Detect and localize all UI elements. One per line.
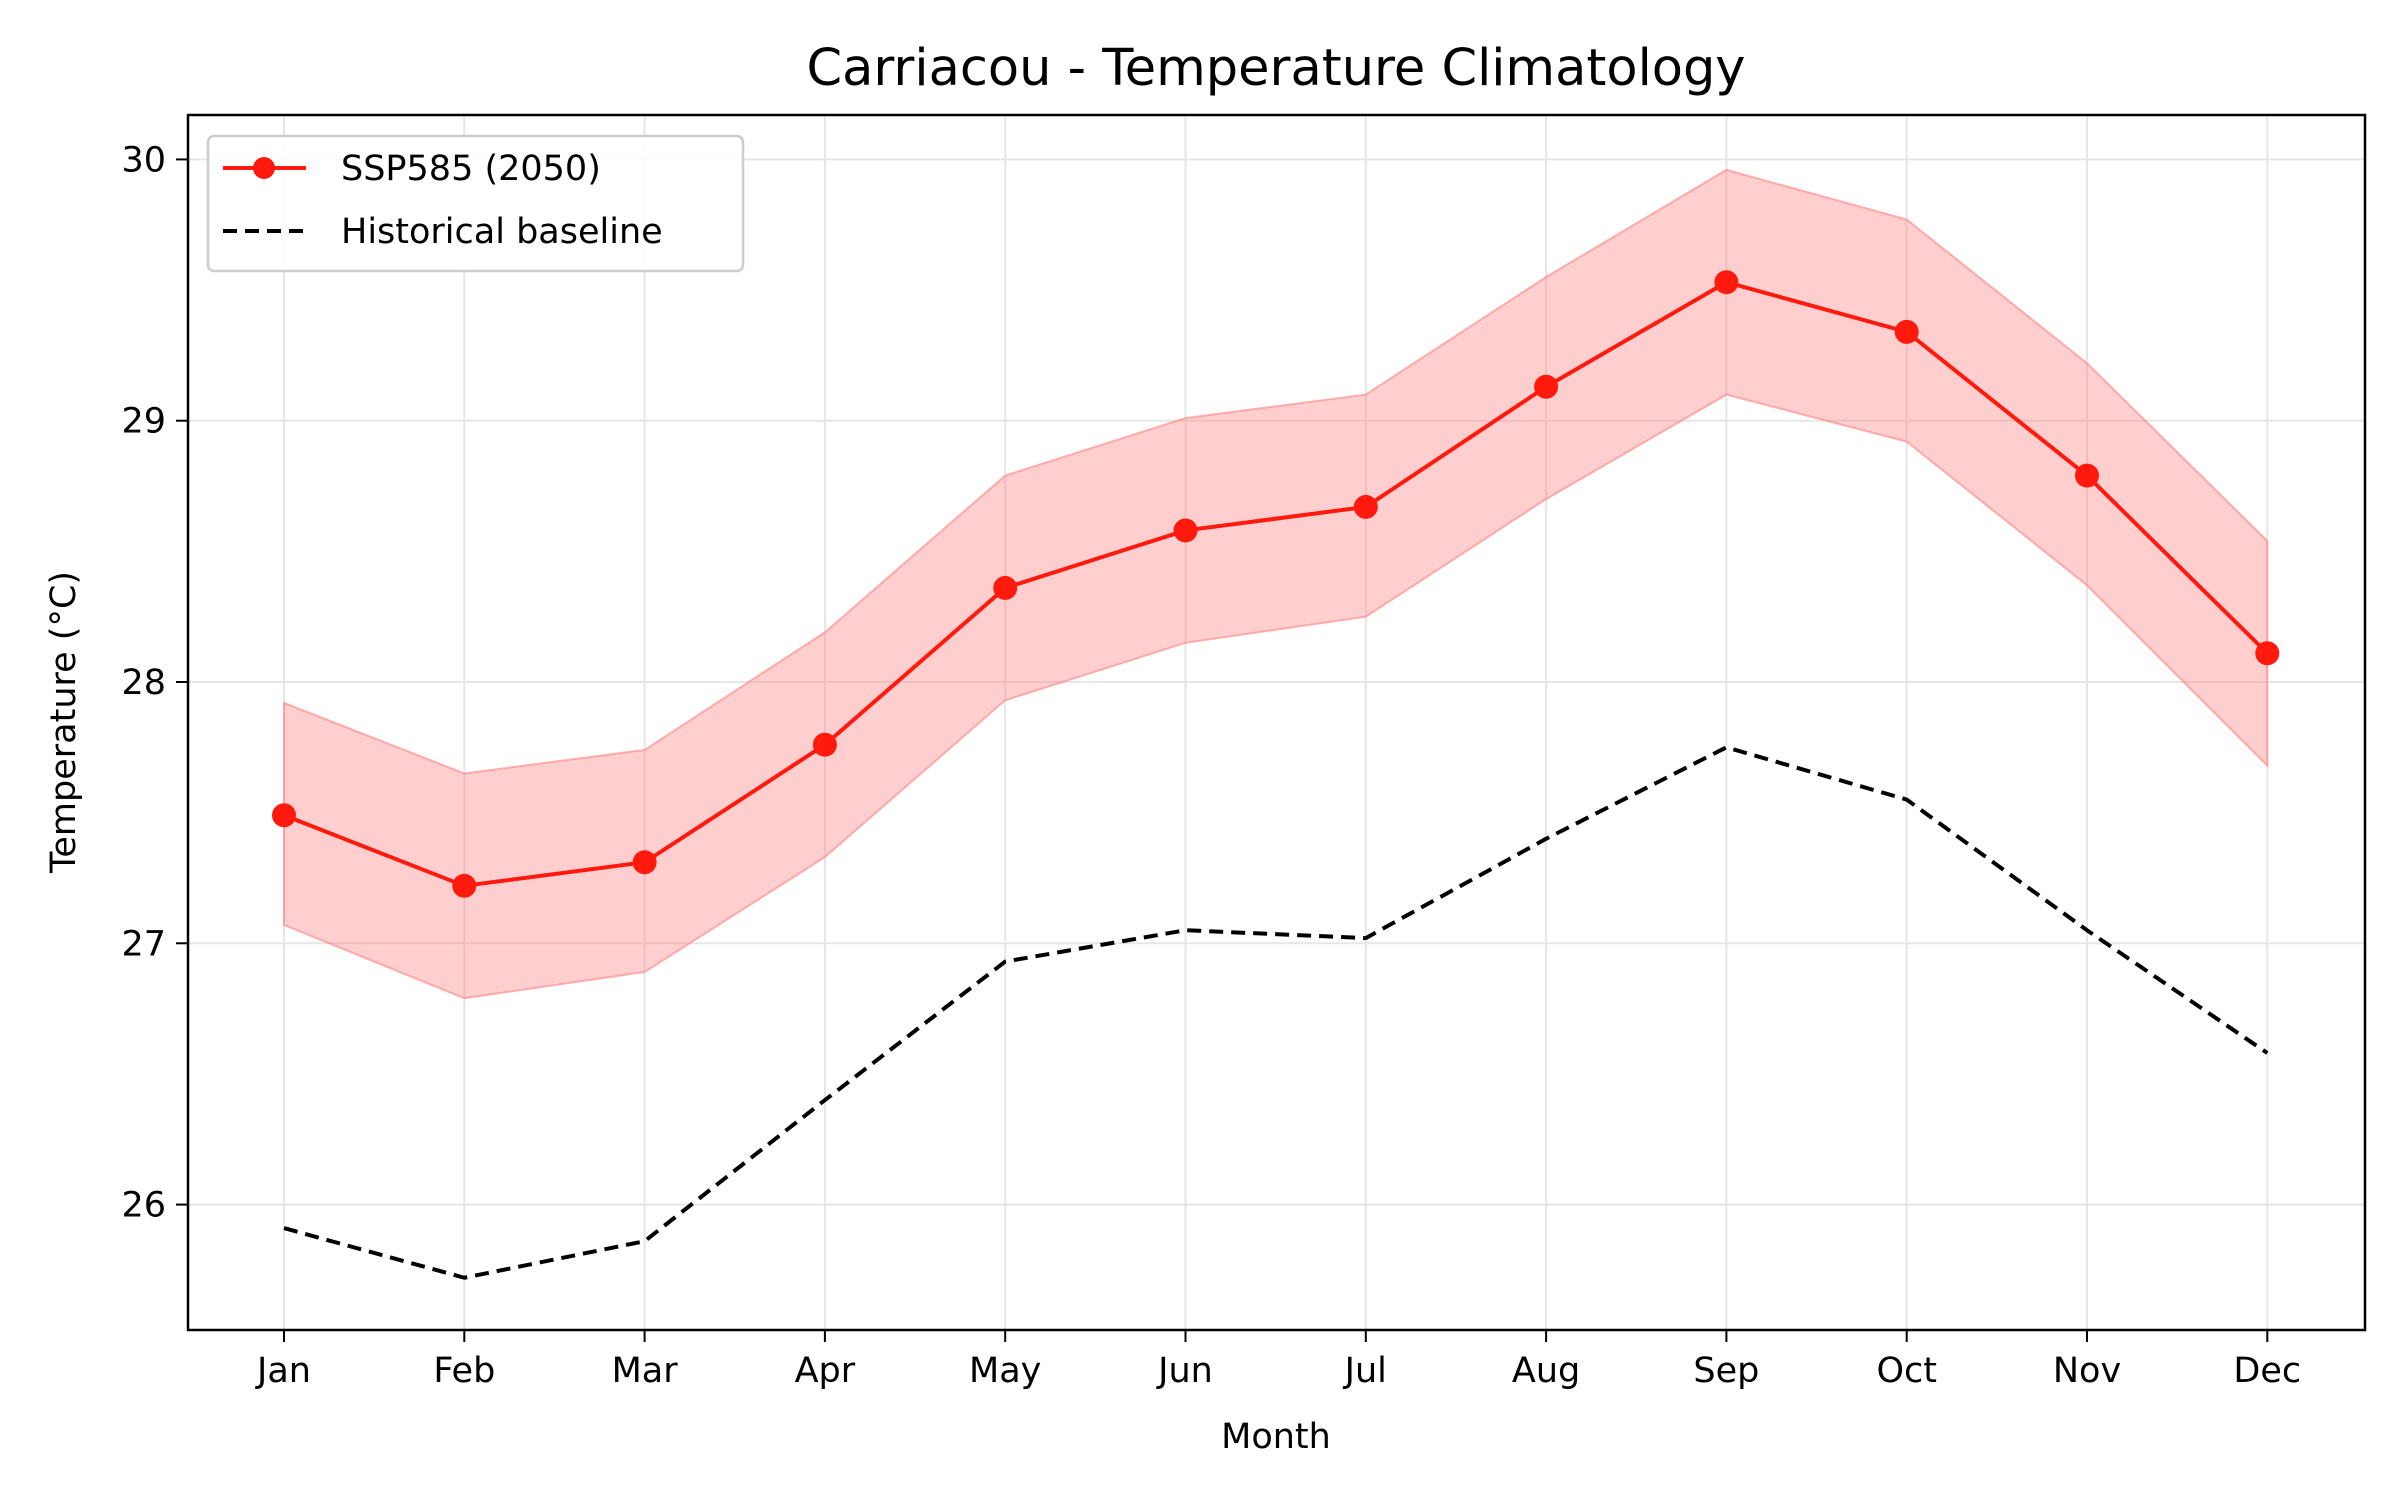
data-point-marker bbox=[1714, 270, 1739, 295]
legend-marker-ssp585 bbox=[253, 157, 275, 179]
y-tick-label: 29 bbox=[121, 402, 166, 442]
legend-label-ssp585: SSP585 (2050) bbox=[341, 149, 601, 189]
data-point-marker bbox=[1353, 494, 1378, 519]
x-tick-label: Jan bbox=[255, 1351, 311, 1391]
data-point-marker bbox=[993, 575, 1018, 600]
y-tick-label: 26 bbox=[121, 1186, 166, 1226]
y-axis-ticks: 26 27 28 29 30 bbox=[121, 140, 188, 1226]
x-tick-label: Nov bbox=[2053, 1351, 2121, 1391]
data-point-marker bbox=[2255, 641, 2280, 666]
grid bbox=[188, 115, 2365, 1330]
chart-title: Carriacou - Temperature Climatology bbox=[807, 39, 1746, 98]
data-point-marker bbox=[452, 873, 477, 898]
data-point-marker bbox=[1894, 319, 1919, 344]
x-tick-label: Feb bbox=[433, 1351, 495, 1391]
x-axis-ticks: Jan Feb Mar Apr May Jun Jul Aug Sep Oct Nov Dec bbox=[255, 1330, 2301, 1391]
series-markers bbox=[272, 270, 2280, 898]
data-point-marker bbox=[632, 850, 657, 875]
x-tick-label: Mar bbox=[612, 1351, 679, 1391]
x-tick-label: Jun bbox=[1156, 1351, 1213, 1391]
series-lines bbox=[283, 280, 2269, 1280]
y-tick-label: 27 bbox=[121, 924, 166, 964]
x-tick-label: Jul bbox=[1343, 1351, 1387, 1391]
data-point-marker bbox=[1173, 518, 1198, 543]
data-point-marker bbox=[1534, 374, 1559, 399]
ssp585-line bbox=[283, 280, 2269, 888]
uncertainty-bands bbox=[283, 168, 2269, 1000]
y-tick-label: 28 bbox=[121, 663, 166, 703]
x-tick-label: Aug bbox=[1512, 1351, 1580, 1391]
x-tick-label: May bbox=[969, 1351, 1041, 1391]
data-point-marker bbox=[272, 803, 296, 828]
x-tick-label: Sep bbox=[1693, 1351, 1759, 1391]
y-axis-label: Temperature (°C) bbox=[44, 571, 84, 874]
x-tick-label: Dec bbox=[2233, 1351, 2301, 1391]
plot-frame bbox=[186, 113, 2367, 1332]
legend-label-historical: Historical baseline bbox=[341, 212, 663, 252]
y-tick-label: 30 bbox=[121, 140, 166, 180]
x-tick-label: Apr bbox=[795, 1351, 856, 1391]
uncertainty-band bbox=[283, 168, 2269, 1000]
data-point-marker bbox=[2075, 463, 2099, 488]
x-axis-label: Month bbox=[1221, 1417, 1331, 1457]
data-point-marker bbox=[812, 732, 837, 757]
historical-baseline-line bbox=[283, 745, 2269, 1280]
legend-box bbox=[206, 134, 745, 273]
x-tick-label: Oct bbox=[1876, 1351, 1937, 1391]
legend: SSP585 (2050) Historical baseline bbox=[206, 134, 745, 273]
